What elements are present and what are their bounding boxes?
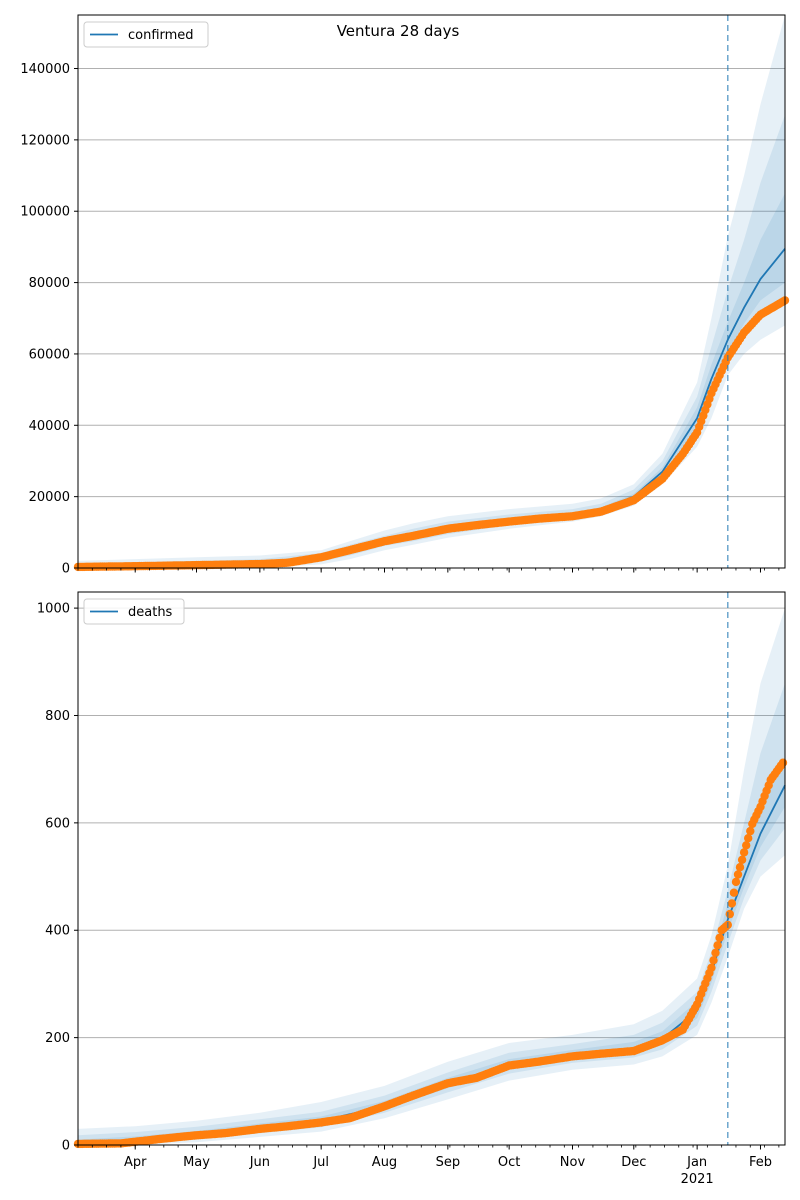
y-tick-label: 0 (62, 1139, 70, 1154)
y-tick-label: 120000 (20, 133, 70, 148)
y-tick-label: 140000 (20, 62, 70, 77)
y-tick-label: 600 (45, 816, 70, 831)
chart-title: Ventura 28 days (337, 22, 460, 40)
y-tick-label: 60000 (29, 347, 70, 362)
observed-point (711, 948, 720, 957)
x-tick-label: Oct (498, 1155, 520, 1170)
axes-frame (77, 591, 786, 1146)
y-tick-label: 200 (45, 1031, 70, 1046)
legend: confirmed (83, 21, 209, 48)
observed-point (739, 848, 749, 857)
observed-point (709, 956, 718, 965)
observed-point (725, 909, 734, 919)
observed-point (715, 933, 724, 942)
observed-point (713, 941, 722, 950)
y-tick-label: 100000 (20, 205, 70, 220)
x-tick-label: Jan (686, 1155, 707, 1170)
legend: deaths (83, 598, 185, 625)
observed-point (742, 841, 751, 850)
x-tick-label: Aug (372, 1155, 397, 1170)
confidence-band-middle (78, 114, 785, 569)
x-tick-label: Jul (312, 1155, 329, 1170)
confidence-band-inner (78, 758, 785, 1145)
x-tick-label: May (183, 1155, 210, 1170)
observed-point (735, 863, 745, 872)
confirmed-panel: 0 20000 40000 60000 80000 100000 120000 140000 c… (20, 14, 790, 577)
observed-point (727, 899, 737, 908)
y-tick-label: 800 (45, 709, 70, 724)
y-tick-label: 1000 (37, 602, 70, 617)
x-tick-label: Feb (749, 1155, 772, 1170)
observed-point (731, 877, 741, 887)
observed-point (778, 758, 788, 767)
x-tick-label: Nov (560, 1155, 586, 1170)
legend-label: deaths (128, 605, 173, 620)
x-tick-label: Dec (621, 1155, 646, 1170)
observed-point (746, 826, 755, 836)
x-tick-label: Apr (124, 1155, 147, 1170)
model-line (77, 248, 786, 568)
y-tick-label: 400 (45, 924, 70, 939)
x-tick-label: Sep (436, 1155, 461, 1170)
y-tick-label: 20000 (29, 490, 70, 505)
x-year-label: 2021 (681, 1172, 714, 1187)
confidence-band-outer (78, 608, 785, 1145)
legend-label: confirmed (128, 28, 194, 43)
y-tick-label: 0 (62, 562, 70, 577)
deaths-panel: 0 200 400 600 800 1000 Apr May Jun Jul Aug Sep Oct No… (37, 591, 788, 1187)
y-tick-label: 40000 (29, 419, 70, 434)
y-tick-label: 80000 (29, 276, 70, 291)
observed-point (707, 963, 716, 972)
observed-point (744, 834, 753, 843)
confidence-band-outer (78, 15, 785, 568)
observed-point (729, 888, 739, 897)
axes-frame (77, 14, 786, 569)
observed-point (737, 855, 747, 864)
observed-point (733, 870, 743, 879)
legend-box (83, 598, 185, 625)
x-tick-label: Jun (249, 1155, 270, 1170)
legend-box (83, 21, 209, 48)
confidence-band-inner (78, 193, 785, 568)
